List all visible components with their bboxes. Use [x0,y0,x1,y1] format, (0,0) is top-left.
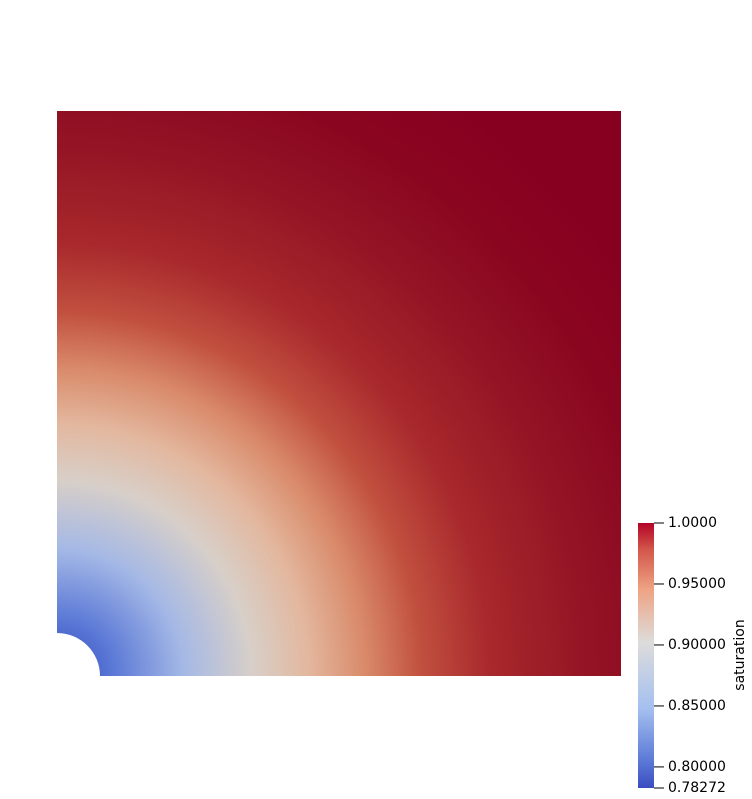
colorbar-graphic [638,522,664,789]
colorbar-tick-label: 0.85000 [668,697,726,714]
colorbar-tick-label: 0.78272 [668,780,726,796]
colorbar-tick-label: 0.90000 [668,636,726,653]
saturation-field-plot [57,111,621,676]
colorbar-bar [638,523,654,788]
colorbar-tick-label: 1.0000 [668,515,717,531]
colorbar-legend: 1.0000 0.95000 0.90000 0.85000 0.80000 0.7827… [638,515,752,796]
saturation-field [57,111,621,676]
colorbar-title: saturation [732,619,748,691]
colorbar-tick-label: 0.80000 [668,758,726,775]
plate-domain [57,111,621,676]
colorbar-tick-label: 0.95000 [668,575,726,592]
colorbar-ticks [654,522,664,789]
